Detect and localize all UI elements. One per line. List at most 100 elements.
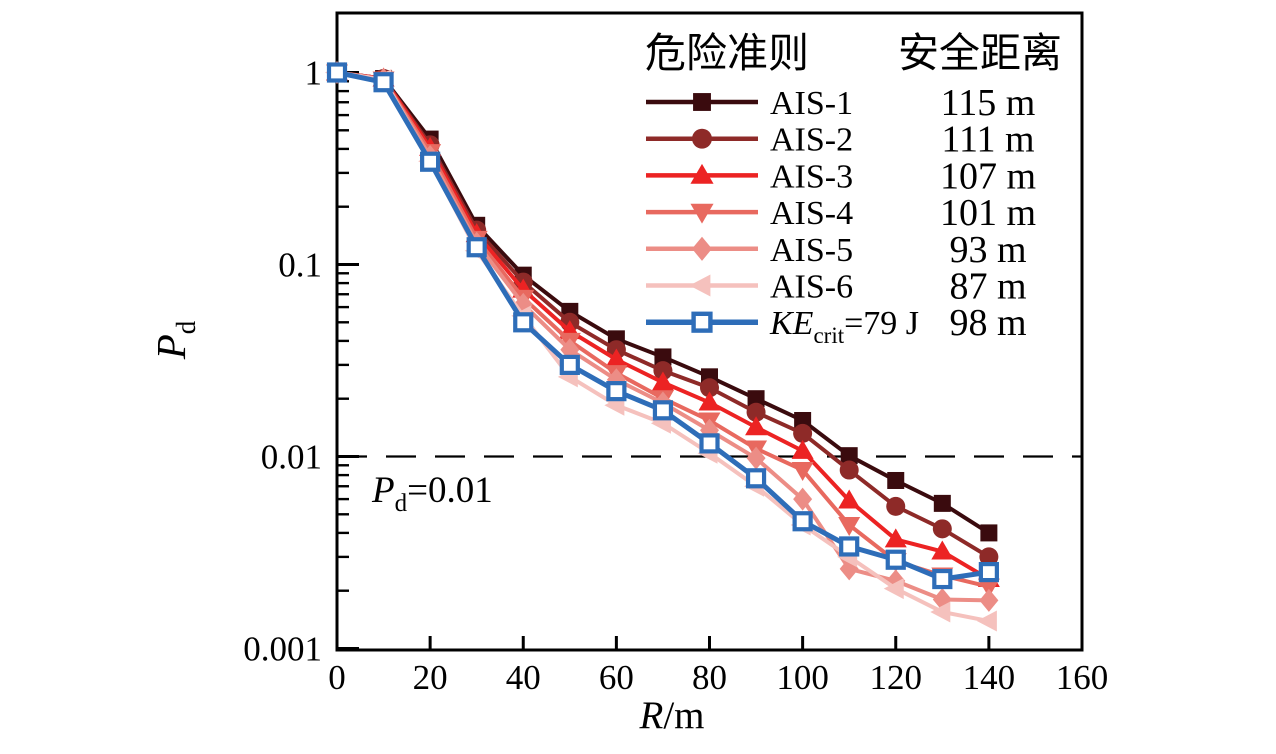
legend-rows: AIS-1 115 m AIS-2 111 m AIS-3 107 m AIS-4 101 m…	[646, 82, 1036, 348]
marker-open-square	[559, 354, 580, 375]
legend-header-safe-distance: 安全距离	[898, 30, 1062, 76]
marker-triangle-up	[931, 540, 954, 560]
legend-row-AIS-4: AIS-4 101 m	[646, 192, 1036, 234]
series-KE-crit-79J	[326, 62, 999, 590]
marker-open-square	[792, 511, 813, 532]
marker-triangle-down	[690, 203, 714, 224]
marker-diamond	[979, 588, 999, 612]
x-axis-label-symbol: R	[639, 694, 664, 737]
marker-open-square	[932, 568, 953, 590]
marker-diamond	[793, 487, 813, 511]
marker-square	[980, 524, 998, 542]
legend-row-AIS-1: AIS-1 115 m	[646, 82, 1035, 124]
y-tick-label: 0.1	[278, 246, 322, 285]
marker-circle	[692, 128, 712, 149]
legend-safe-distance: 107 m	[940, 155, 1036, 197]
marker-triangle-down	[791, 462, 814, 482]
marker-open-square	[699, 433, 720, 454]
marker-triangle-up	[698, 391, 721, 411]
x-tick-label: 100	[776, 658, 829, 697]
marker-triangle-left	[689, 274, 711, 297]
marker-square	[747, 390, 765, 408]
legend-safe-distance: 111 m	[941, 119, 1034, 161]
y-tick-label: 0.001	[243, 630, 322, 669]
x-tick-label: 140	[963, 658, 1016, 697]
x-tick-label: 0	[328, 658, 346, 697]
marker-open-square	[745, 468, 767, 489]
x-tick-label: 80	[692, 658, 727, 697]
marker-open-square	[606, 381, 627, 402]
marker-circle	[839, 460, 859, 480]
marker-triangle-up	[884, 528, 907, 548]
legend-safe-distance: 98 m	[949, 302, 1026, 344]
marker-triangle-left	[930, 601, 951, 623]
legend-header-criterion: 危险准则	[645, 30, 809, 76]
threshold-annotation-sub: d	[395, 490, 408, 517]
marker-triangle-left	[883, 578, 904, 600]
marker-triangle-up	[690, 163, 714, 184]
marker-square	[693, 93, 711, 111]
y-tick-label: 0.01	[261, 438, 322, 477]
x-axis-label-unit: /m	[663, 694, 704, 737]
marker-square	[840, 447, 858, 465]
legend-label: AIS-6	[770, 269, 853, 306]
marker-open-square	[691, 311, 713, 333]
x-axis-label: R/m	[639, 694, 705, 737]
marker-open-square	[978, 561, 999, 583]
marker-circle	[886, 496, 906, 516]
legend-label: AIS-4	[770, 195, 853, 232]
y-axis-label: Pd	[148, 320, 201, 360]
y-axis-label-sub: d	[171, 320, 201, 334]
legend-safe-distance: 115 m	[941, 82, 1036, 124]
marker-square	[887, 471, 905, 489]
marker-triangle-up	[791, 439, 814, 459]
marker-triangle-down	[838, 516, 861, 536]
marker-open-square	[652, 400, 674, 421]
marker-open-square	[420, 151, 441, 172]
marker-circle	[793, 423, 813, 443]
legend-safe-distance: 93 m	[949, 229, 1026, 271]
legend-row-KE-crit-79J: KEcrit=79 J 98 m	[646, 302, 1027, 348]
axis-tick-labels: 0 20 40 60 80 100 120 140 160 1 0.1 0.01 0.001	[243, 54, 1108, 698]
marker-diamond	[692, 236, 712, 261]
marker-circle	[746, 402, 766, 422]
data-series-layer	[325, 61, 1000, 632]
threshold-annotation-p: P	[371, 470, 395, 511]
y-axis-label-symbol: P	[148, 334, 194, 360]
legend-label: KEcrit=79 J	[769, 305, 919, 348]
marker-triangle-down	[977, 578, 1000, 598]
x-tick-label: 60	[599, 658, 634, 697]
marker-triangle-up	[651, 371, 674, 391]
marker-open-square	[885, 549, 906, 570]
x-tick-label: 20	[413, 658, 448, 697]
marker-triangle-up	[745, 416, 768, 436]
marker-circle	[653, 361, 673, 381]
marker-triangle-up	[838, 489, 861, 509]
marker-open-square	[839, 536, 860, 557]
legend-label: AIS-3	[770, 158, 853, 195]
x-tick-label: 120	[870, 658, 923, 697]
marker-triangle-left	[976, 610, 997, 632]
marker-square	[654, 348, 672, 366]
threshold-annotation-value: =0.01	[407, 470, 493, 511]
x-tick-label: 40	[506, 658, 541, 697]
marker-triangle-up	[605, 348, 628, 368]
legend-row-AIS-3: AIS-3 107 m	[646, 155, 1036, 197]
marker-open-square	[466, 237, 487, 258]
y-tick-label: 1	[305, 54, 323, 93]
marker-circle	[979, 547, 999, 567]
marker-circle	[932, 519, 952, 539]
marker-open-square	[326, 62, 348, 83]
legend-row-AIS-5: AIS-5 93 m	[646, 229, 1027, 271]
legend-label: AIS-5	[770, 232, 853, 269]
legend-safe-distance: 87 m	[949, 266, 1026, 308]
legend-label: AIS-1	[770, 85, 853, 122]
marker-diamond	[746, 446, 766, 470]
marker-open-square	[513, 312, 534, 333]
legend-row-AIS-6: AIS-6 87 m	[646, 266, 1027, 308]
x-tick-label: 160	[1056, 658, 1109, 697]
legend-row-AIS-2: AIS-2 111 m	[646, 119, 1035, 161]
legend-label: AIS-2	[770, 122, 853, 159]
